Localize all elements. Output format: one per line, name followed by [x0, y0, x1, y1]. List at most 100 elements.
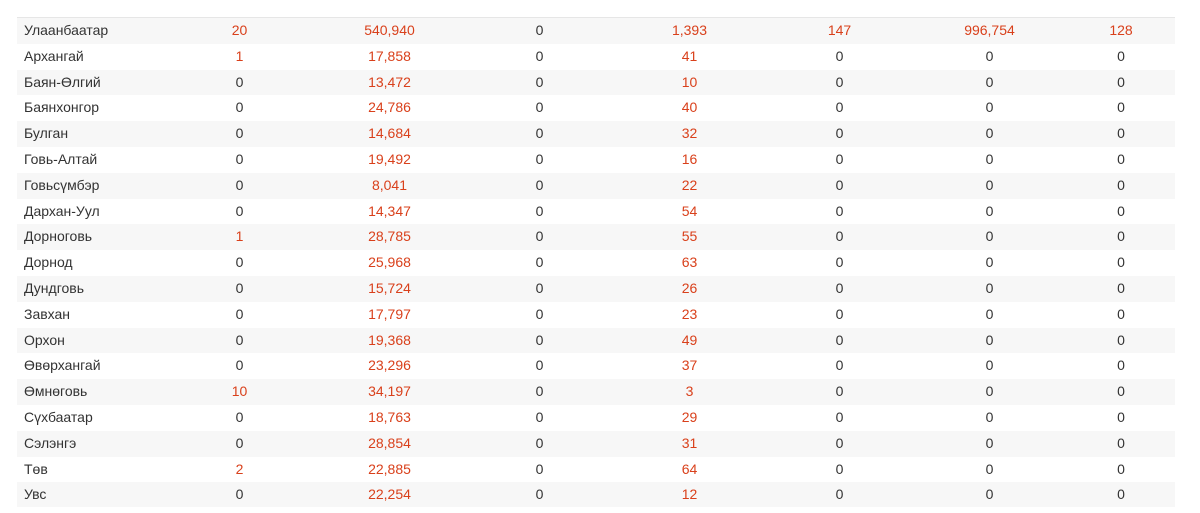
- table-row: Булган 0 14,684 0 32 0 0 0: [17, 121, 1175, 147]
- value-cell-col5: 0: [767, 379, 912, 405]
- value-cell-col2: 19,368: [312, 327, 467, 354]
- table-row: Говь-Алтай 0 19,492 0 16 0 0 0: [17, 146, 1175, 173]
- value-cell-col2: 14,347: [312, 198, 467, 225]
- province-name-cell: Сүхбаатар: [17, 404, 167, 431]
- value-cell-col4: 3: [612, 379, 767, 405]
- value-cell-col4: 49: [612, 327, 767, 354]
- value-cell-col5: 0: [767, 172, 912, 199]
- value-cell-col3: 0: [467, 404, 612, 431]
- value-cell-col2: 28,854: [312, 430, 467, 457]
- value-cell-col7: 0: [1067, 353, 1175, 380]
- value-cell-col6: 0: [912, 482, 1067, 509]
- value-cell-col3: 0: [467, 121, 612, 147]
- province-name-cell: Улаанбаатар: [17, 18, 167, 44]
- value-cell-col3: 0: [467, 69, 612, 96]
- value-cell-col6: 0: [912, 172, 1067, 199]
- value-cell-col7: 0: [1067, 172, 1175, 199]
- province-name-cell: Баянхонгор: [17, 95, 167, 122]
- value-cell-col6: 0: [912, 69, 1067, 96]
- value-cell-col7: 0: [1067, 250, 1175, 276]
- table-row: Баянхонгор 0 24,786 0 40 0 0 0: [17, 95, 1175, 122]
- province-name-cell: Дорнод: [17, 250, 167, 276]
- province-name-cell: Дундговь: [17, 275, 167, 302]
- value-cell-col1: 10: [167, 379, 312, 405]
- value-cell-col2: 28,785: [312, 224, 467, 251]
- value-cell-col5: 0: [767, 198, 912, 225]
- value-cell-col1: 1: [167, 224, 312, 251]
- province-name-cell: Дархан-Уул: [17, 198, 167, 225]
- table-row: Баян-Өлгий 0 13,472 0 10 0 0 0: [17, 69, 1175, 96]
- province-statistics-table: Улаанбаатар 20 540,940 0 1,393 147 996,754 128 А…: [17, 18, 1175, 509]
- value-cell-col4: 26: [612, 275, 767, 302]
- value-cell-col3: 0: [467, 275, 612, 302]
- value-cell-col6: 996,754: [912, 18, 1067, 44]
- value-cell-col7: 0: [1067, 379, 1175, 405]
- value-cell-col3: 0: [467, 224, 612, 251]
- value-cell-col6: 0: [912, 275, 1067, 302]
- value-cell-col4: 12: [612, 482, 767, 509]
- statistics-table-container: Улаанбаатар 20 540,940 0 1,393 147 996,754 128 А…: [17, 17, 1175, 509]
- province-name-cell: Булган: [17, 121, 167, 147]
- table-row: Өмнөговь 10 34,197 0 3 0 0 0: [17, 379, 1175, 405]
- table-row: Архангай 1 17,858 0 41 0 0 0: [17, 43, 1175, 70]
- value-cell-col7: 0: [1067, 146, 1175, 173]
- value-cell-col1: 0: [167, 198, 312, 225]
- table-row: Говьсүмбэр 0 8,041 0 22 0 0 0: [17, 172, 1175, 199]
- value-cell-col4: 64: [612, 456, 767, 483]
- province-name-cell: Баян-Өлгий: [17, 69, 167, 96]
- value-cell-col2: 8,041: [312, 172, 467, 199]
- value-cell-col2: 24,786: [312, 95, 467, 122]
- value-cell-col1: 0: [167, 172, 312, 199]
- value-cell-col5: 0: [767, 250, 912, 276]
- value-cell-col5: 0: [767, 353, 912, 380]
- value-cell-col4: 55: [612, 224, 767, 251]
- value-cell-col5: 0: [767, 121, 912, 147]
- value-cell-col5: 0: [767, 224, 912, 251]
- value-cell-col7: 0: [1067, 95, 1175, 122]
- value-cell-col7: 0: [1067, 430, 1175, 457]
- province-name-cell: Орхон: [17, 327, 167, 354]
- value-cell-col4: 40: [612, 95, 767, 122]
- value-cell-col4: 29: [612, 404, 767, 431]
- value-cell-col6: 0: [912, 224, 1067, 251]
- value-cell-col4: 37: [612, 353, 767, 380]
- province-name-cell: Архангай: [17, 43, 167, 70]
- value-cell-col6: 0: [912, 379, 1067, 405]
- value-cell-col2: 19,492: [312, 146, 467, 173]
- table-row: Сүхбаатар 0 18,763 0 29 0 0 0: [17, 404, 1175, 431]
- value-cell-col6: 0: [912, 198, 1067, 225]
- value-cell-col2: 17,858: [312, 43, 467, 70]
- value-cell-col5: 0: [767, 275, 912, 302]
- value-cell-col4: 41: [612, 43, 767, 70]
- value-cell-col6: 0: [912, 146, 1067, 173]
- value-cell-col6: 0: [912, 95, 1067, 122]
- province-name-cell: Өмнөговь: [17, 379, 167, 405]
- value-cell-col2: 14,684: [312, 121, 467, 147]
- table-row: Увс 0 22,254 0 12 0 0 0: [17, 482, 1175, 509]
- value-cell-col5: 0: [767, 146, 912, 173]
- value-cell-col7: 0: [1067, 198, 1175, 225]
- value-cell-col1: 0: [167, 146, 312, 173]
- value-cell-col6: 0: [912, 456, 1067, 483]
- table-row: Завхан 0 17,797 0 23 0 0 0: [17, 301, 1175, 328]
- value-cell-col6: 0: [912, 301, 1067, 328]
- value-cell-col4: 22: [612, 172, 767, 199]
- value-cell-col1: 0: [167, 275, 312, 302]
- value-cell-col7: 0: [1067, 482, 1175, 509]
- table-row: Орхон 0 19,368 0 49 0 0 0: [17, 327, 1175, 354]
- table-body: Улаанбаатар 20 540,940 0 1,393 147 996,754 128 А…: [17, 18, 1175, 509]
- value-cell-col5: 0: [767, 301, 912, 328]
- value-cell-col4: 16: [612, 146, 767, 173]
- table-row: Дорнод 0 25,968 0 63 0 0 0: [17, 250, 1175, 276]
- value-cell-col6: 0: [912, 353, 1067, 380]
- value-cell-col2: 22,885: [312, 456, 467, 483]
- value-cell-col3: 0: [467, 198, 612, 225]
- value-cell-col4: 1,393: [612, 18, 767, 44]
- value-cell-col3: 0: [467, 146, 612, 173]
- table-row: Өвөрхангай 0 23,296 0 37 0 0 0: [17, 353, 1175, 380]
- value-cell-col7: 0: [1067, 327, 1175, 354]
- value-cell-col3: 0: [467, 18, 612, 44]
- value-cell-col5: 0: [767, 430, 912, 457]
- value-cell-col6: 0: [912, 430, 1067, 457]
- table-cutoff-overlay: [0, 507, 1200, 513]
